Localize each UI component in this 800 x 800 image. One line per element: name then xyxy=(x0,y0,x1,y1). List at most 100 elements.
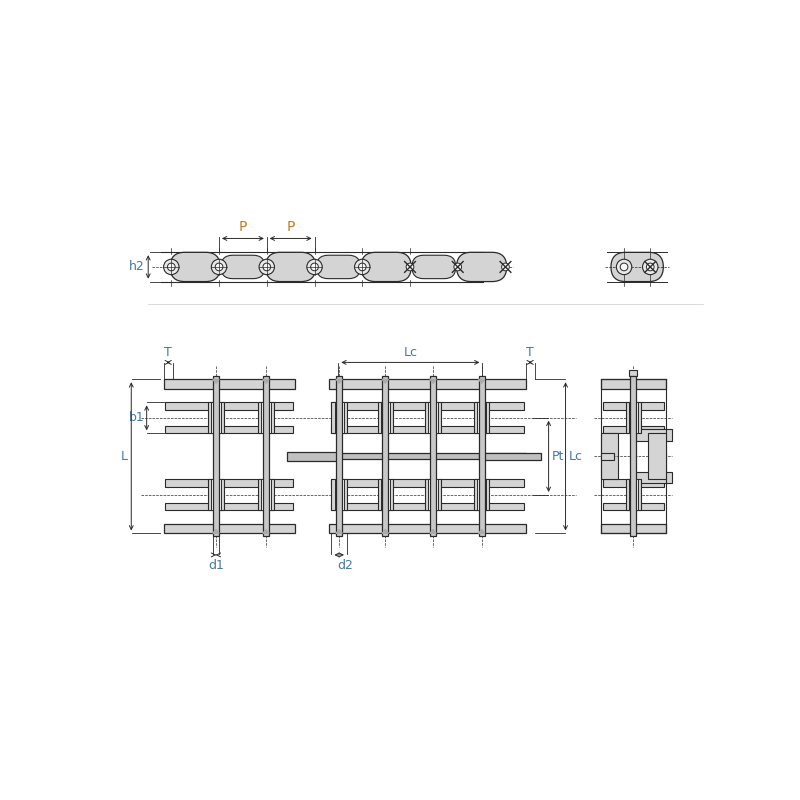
Bar xyxy=(165,479,293,487)
Bar xyxy=(632,472,672,483)
Text: T: T xyxy=(164,346,172,358)
Ellipse shape xyxy=(259,259,274,274)
Polygon shape xyxy=(382,379,389,383)
Bar xyxy=(208,479,224,510)
Bar xyxy=(652,453,666,460)
Bar xyxy=(381,479,390,510)
Ellipse shape xyxy=(406,263,414,270)
Polygon shape xyxy=(478,379,485,383)
Bar xyxy=(632,430,672,441)
Bar xyxy=(258,479,274,510)
Bar xyxy=(165,426,293,434)
Bar xyxy=(163,524,294,534)
Bar xyxy=(263,376,269,537)
Text: Lc: Lc xyxy=(403,346,418,358)
Bar xyxy=(429,479,438,510)
Bar xyxy=(477,402,486,434)
Ellipse shape xyxy=(211,259,226,274)
Text: Pt: Pt xyxy=(552,450,564,463)
Bar xyxy=(603,426,664,434)
Bar xyxy=(331,402,347,434)
Ellipse shape xyxy=(358,263,366,270)
Bar xyxy=(426,479,441,510)
Polygon shape xyxy=(213,379,219,383)
Text: h2: h2 xyxy=(130,261,145,274)
FancyBboxPatch shape xyxy=(611,252,663,282)
Ellipse shape xyxy=(642,259,658,274)
Bar xyxy=(626,402,641,434)
Text: Lc: Lc xyxy=(569,450,582,463)
Bar xyxy=(331,479,347,510)
Ellipse shape xyxy=(164,259,179,274)
Bar xyxy=(478,376,485,537)
Bar xyxy=(330,479,524,487)
Ellipse shape xyxy=(307,259,322,274)
Polygon shape xyxy=(263,379,269,383)
Bar xyxy=(381,402,390,434)
Text: P: P xyxy=(238,220,247,234)
Ellipse shape xyxy=(616,259,632,274)
Bar xyxy=(648,434,666,479)
Bar xyxy=(630,376,636,537)
Bar xyxy=(626,479,641,510)
FancyBboxPatch shape xyxy=(457,252,506,282)
Ellipse shape xyxy=(502,263,510,270)
Bar xyxy=(213,376,219,537)
Bar xyxy=(287,452,337,461)
Text: P: P xyxy=(286,220,295,234)
Bar xyxy=(334,479,344,510)
Bar xyxy=(334,402,344,434)
FancyBboxPatch shape xyxy=(317,255,360,278)
Bar xyxy=(603,402,664,410)
Bar xyxy=(601,434,618,479)
Bar xyxy=(603,479,664,487)
Bar xyxy=(601,379,666,389)
Text: L: L xyxy=(121,450,128,463)
Ellipse shape xyxy=(215,263,223,270)
Polygon shape xyxy=(478,530,485,534)
Ellipse shape xyxy=(354,259,370,274)
Bar xyxy=(629,402,638,434)
Bar xyxy=(430,376,436,537)
Bar xyxy=(330,402,524,410)
FancyBboxPatch shape xyxy=(412,255,456,278)
Text: b1: b1 xyxy=(129,411,144,424)
Bar xyxy=(262,479,270,510)
Text: d1: d1 xyxy=(208,558,224,572)
Bar xyxy=(477,479,486,510)
Bar xyxy=(262,402,270,434)
Ellipse shape xyxy=(263,263,270,270)
Ellipse shape xyxy=(646,263,654,270)
Bar xyxy=(336,376,342,537)
Bar xyxy=(165,502,293,510)
Bar xyxy=(329,524,526,534)
Bar xyxy=(601,524,666,534)
Polygon shape xyxy=(213,530,219,534)
Bar xyxy=(165,402,293,410)
Text: T: T xyxy=(526,346,534,358)
Bar xyxy=(479,453,541,460)
Bar xyxy=(629,479,638,510)
FancyBboxPatch shape xyxy=(221,255,265,278)
Bar xyxy=(382,376,389,537)
Ellipse shape xyxy=(167,263,175,270)
FancyBboxPatch shape xyxy=(361,252,411,282)
FancyBboxPatch shape xyxy=(266,252,316,282)
Polygon shape xyxy=(430,379,436,383)
Bar xyxy=(258,402,274,434)
Bar xyxy=(603,502,664,510)
Bar xyxy=(329,379,526,389)
Bar xyxy=(330,502,524,510)
Bar xyxy=(474,402,490,434)
Ellipse shape xyxy=(620,263,628,270)
Bar xyxy=(163,379,294,389)
Text: d2: d2 xyxy=(338,558,354,572)
Bar xyxy=(630,370,637,376)
Bar xyxy=(330,426,524,434)
FancyBboxPatch shape xyxy=(170,252,220,282)
Polygon shape xyxy=(430,530,436,534)
Bar xyxy=(211,479,221,510)
Bar xyxy=(378,402,393,434)
Bar xyxy=(329,454,526,459)
Bar xyxy=(429,402,438,434)
